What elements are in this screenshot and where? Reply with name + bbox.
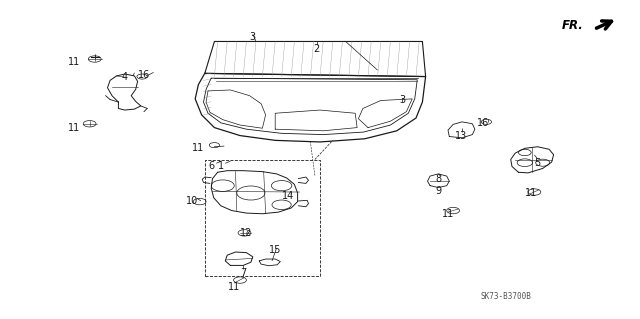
- Text: 14: 14: [282, 191, 294, 201]
- Text: 3: 3: [399, 95, 405, 106]
- Text: FR.: FR.: [562, 19, 584, 32]
- Text: 5: 5: [534, 158, 541, 168]
- Text: 12: 12: [240, 228, 253, 238]
- Text: SK73-B3700B: SK73-B3700B: [480, 293, 531, 301]
- Text: 13: 13: [454, 130, 467, 141]
- Text: 11: 11: [525, 188, 538, 198]
- Text: 10: 10: [186, 196, 198, 206]
- Text: 6: 6: [208, 161, 214, 171]
- Text: 11: 11: [227, 282, 240, 292]
- Text: 15: 15: [269, 245, 282, 256]
- Text: 8: 8: [435, 174, 442, 184]
- Text: 3: 3: [250, 32, 256, 42]
- Text: 16: 16: [138, 70, 150, 80]
- Text: 9: 9: [435, 186, 442, 197]
- Text: 11: 11: [192, 143, 205, 153]
- Text: 7: 7: [240, 268, 246, 278]
- Text: 2: 2: [314, 44, 320, 55]
- Text: 11: 11: [67, 122, 80, 133]
- Text: 11: 11: [67, 57, 80, 67]
- Text: 16: 16: [477, 118, 490, 128]
- Text: 4: 4: [122, 71, 128, 82]
- Text: 1: 1: [218, 161, 224, 171]
- Text: 11: 11: [442, 209, 454, 219]
